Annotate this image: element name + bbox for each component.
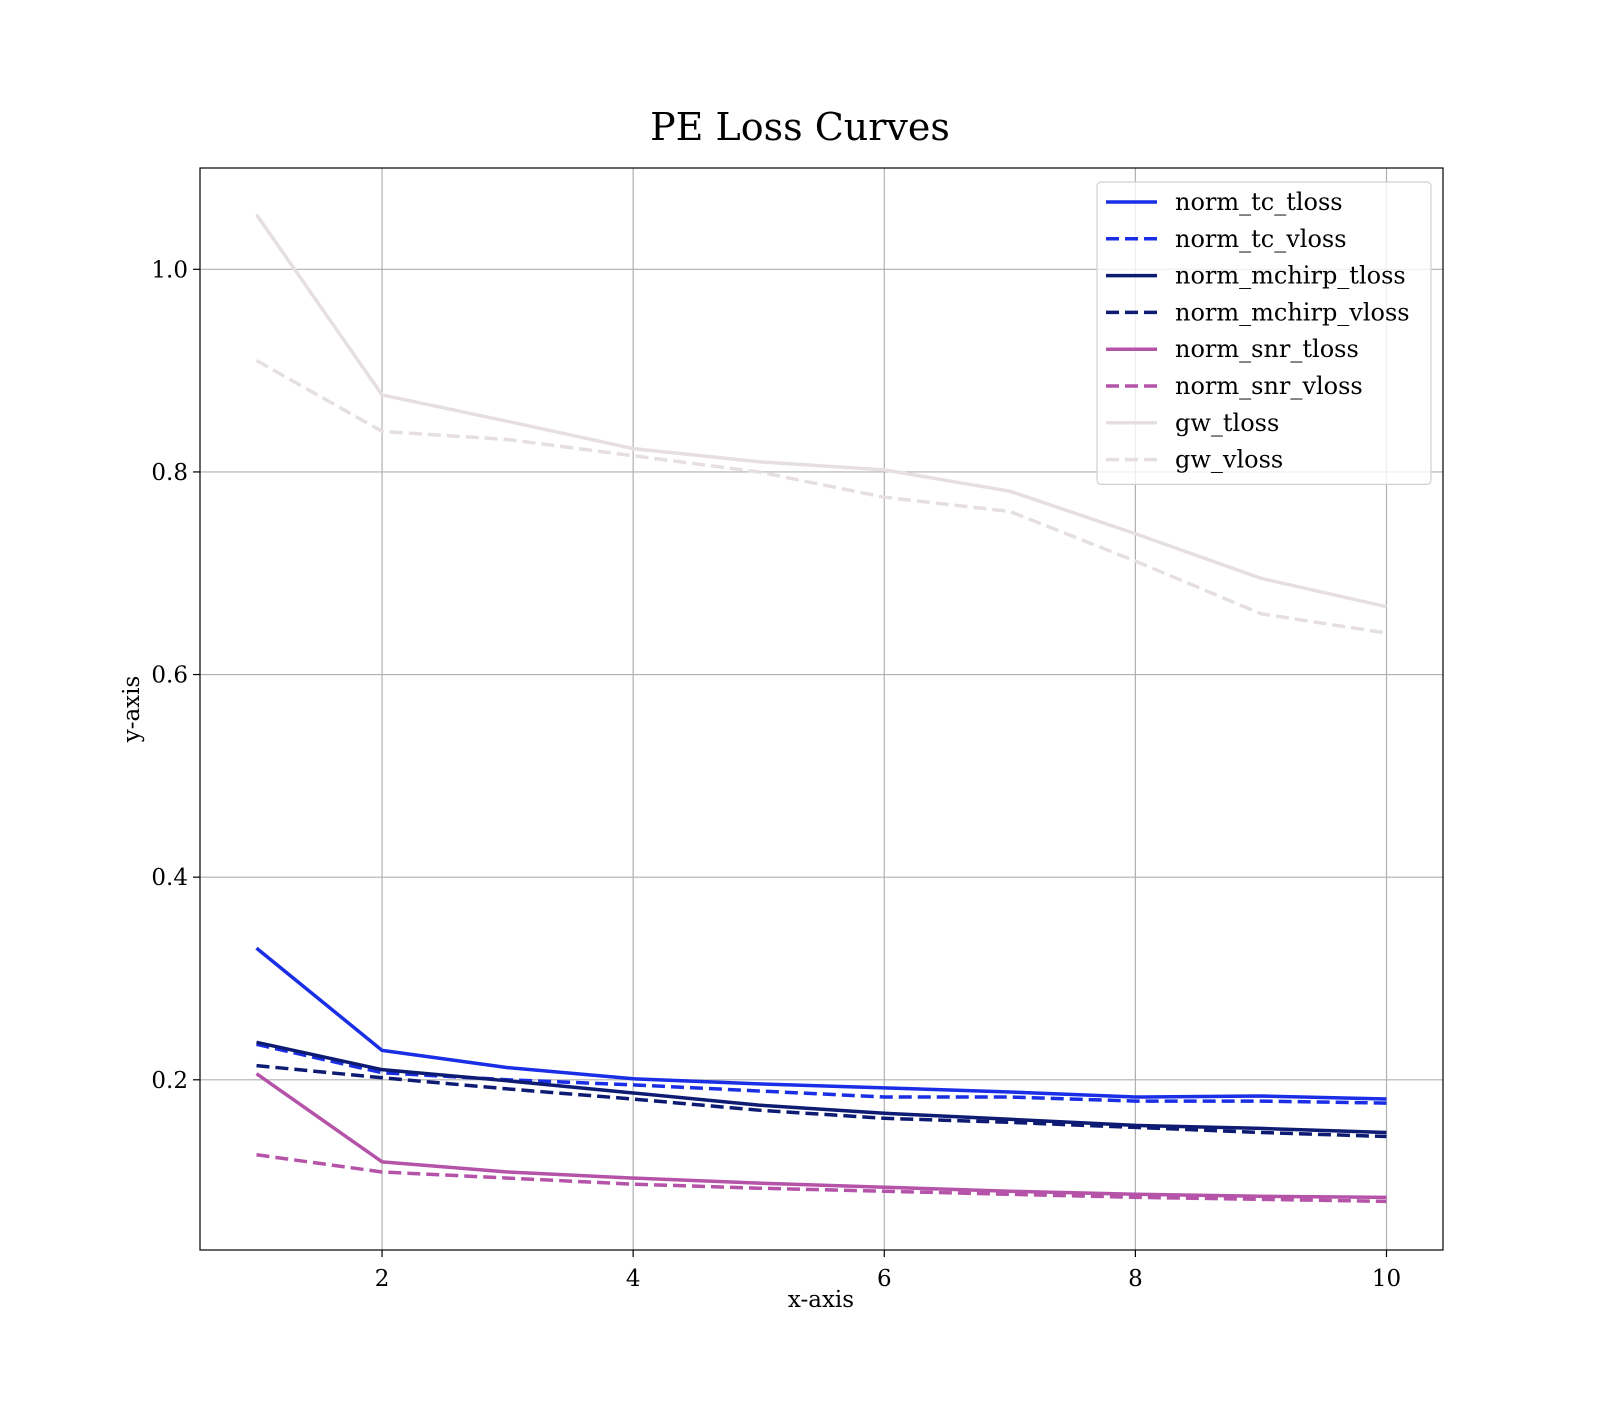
series-line-norm-snr-vloss	[256, 1153, 1387, 1204]
x-tick-label: 4	[626, 1266, 641, 1292]
legend: norm_tc_tloss norm_tc_vloss norm_mchirp_tl…	[1096, 181, 1432, 485]
plot-area-frame	[199, 167, 1444, 1251]
legend-label: norm_mchirp_vloss	[1175, 298, 1410, 326]
y-tick-label: 0.2	[151, 1068, 188, 1094]
series-lines	[255, 213, 1387, 1204]
legend-label: gw_tloss	[1175, 409, 1279, 437]
series-line-gw-tloss	[255, 213, 1387, 609]
y-tick-label: 0.4	[151, 865, 188, 891]
y-tick-label: 1.0	[151, 257, 188, 283]
y-tick-label: 0.6	[151, 663, 188, 689]
axis-ticks: 2 4 6 8 10 0.2 0.4 0.6 0.8 1.0	[151, 257, 1401, 1292]
series-line-gw-vloss	[255, 358, 1387, 635]
x-tick-label: 10	[1372, 1266, 1401, 1292]
x-axis-label: x-axis	[788, 1287, 854, 1313]
legend-label: norm_tc_vloss	[1175, 225, 1347, 253]
legend-label: norm_tc_tloss	[1175, 188, 1343, 216]
legend-label: norm_snr_vloss	[1175, 372, 1363, 400]
legend-label: norm_snr_tloss	[1175, 335, 1359, 363]
chart-title: PE Loss Curves	[650, 105, 950, 149]
series-line-norm-snr-tloss	[255, 1072, 1387, 1200]
x-tick-label: 2	[375, 1266, 390, 1292]
x-tick-label: 8	[1128, 1266, 1143, 1292]
y-axis-label: y-axis	[119, 676, 145, 744]
y-tick-label: 0.8	[151, 460, 188, 486]
legend-box	[1096, 181, 1432, 485]
x-tick-label: 6	[877, 1266, 892, 1292]
legend-label: norm_mchirp_tloss	[1175, 262, 1406, 290]
legend-label: gw_vloss	[1175, 446, 1283, 474]
series-line-norm-mchirp-tloss	[256, 1040, 1387, 1135]
series-line-norm-tc-tloss	[255, 946, 1387, 1101]
